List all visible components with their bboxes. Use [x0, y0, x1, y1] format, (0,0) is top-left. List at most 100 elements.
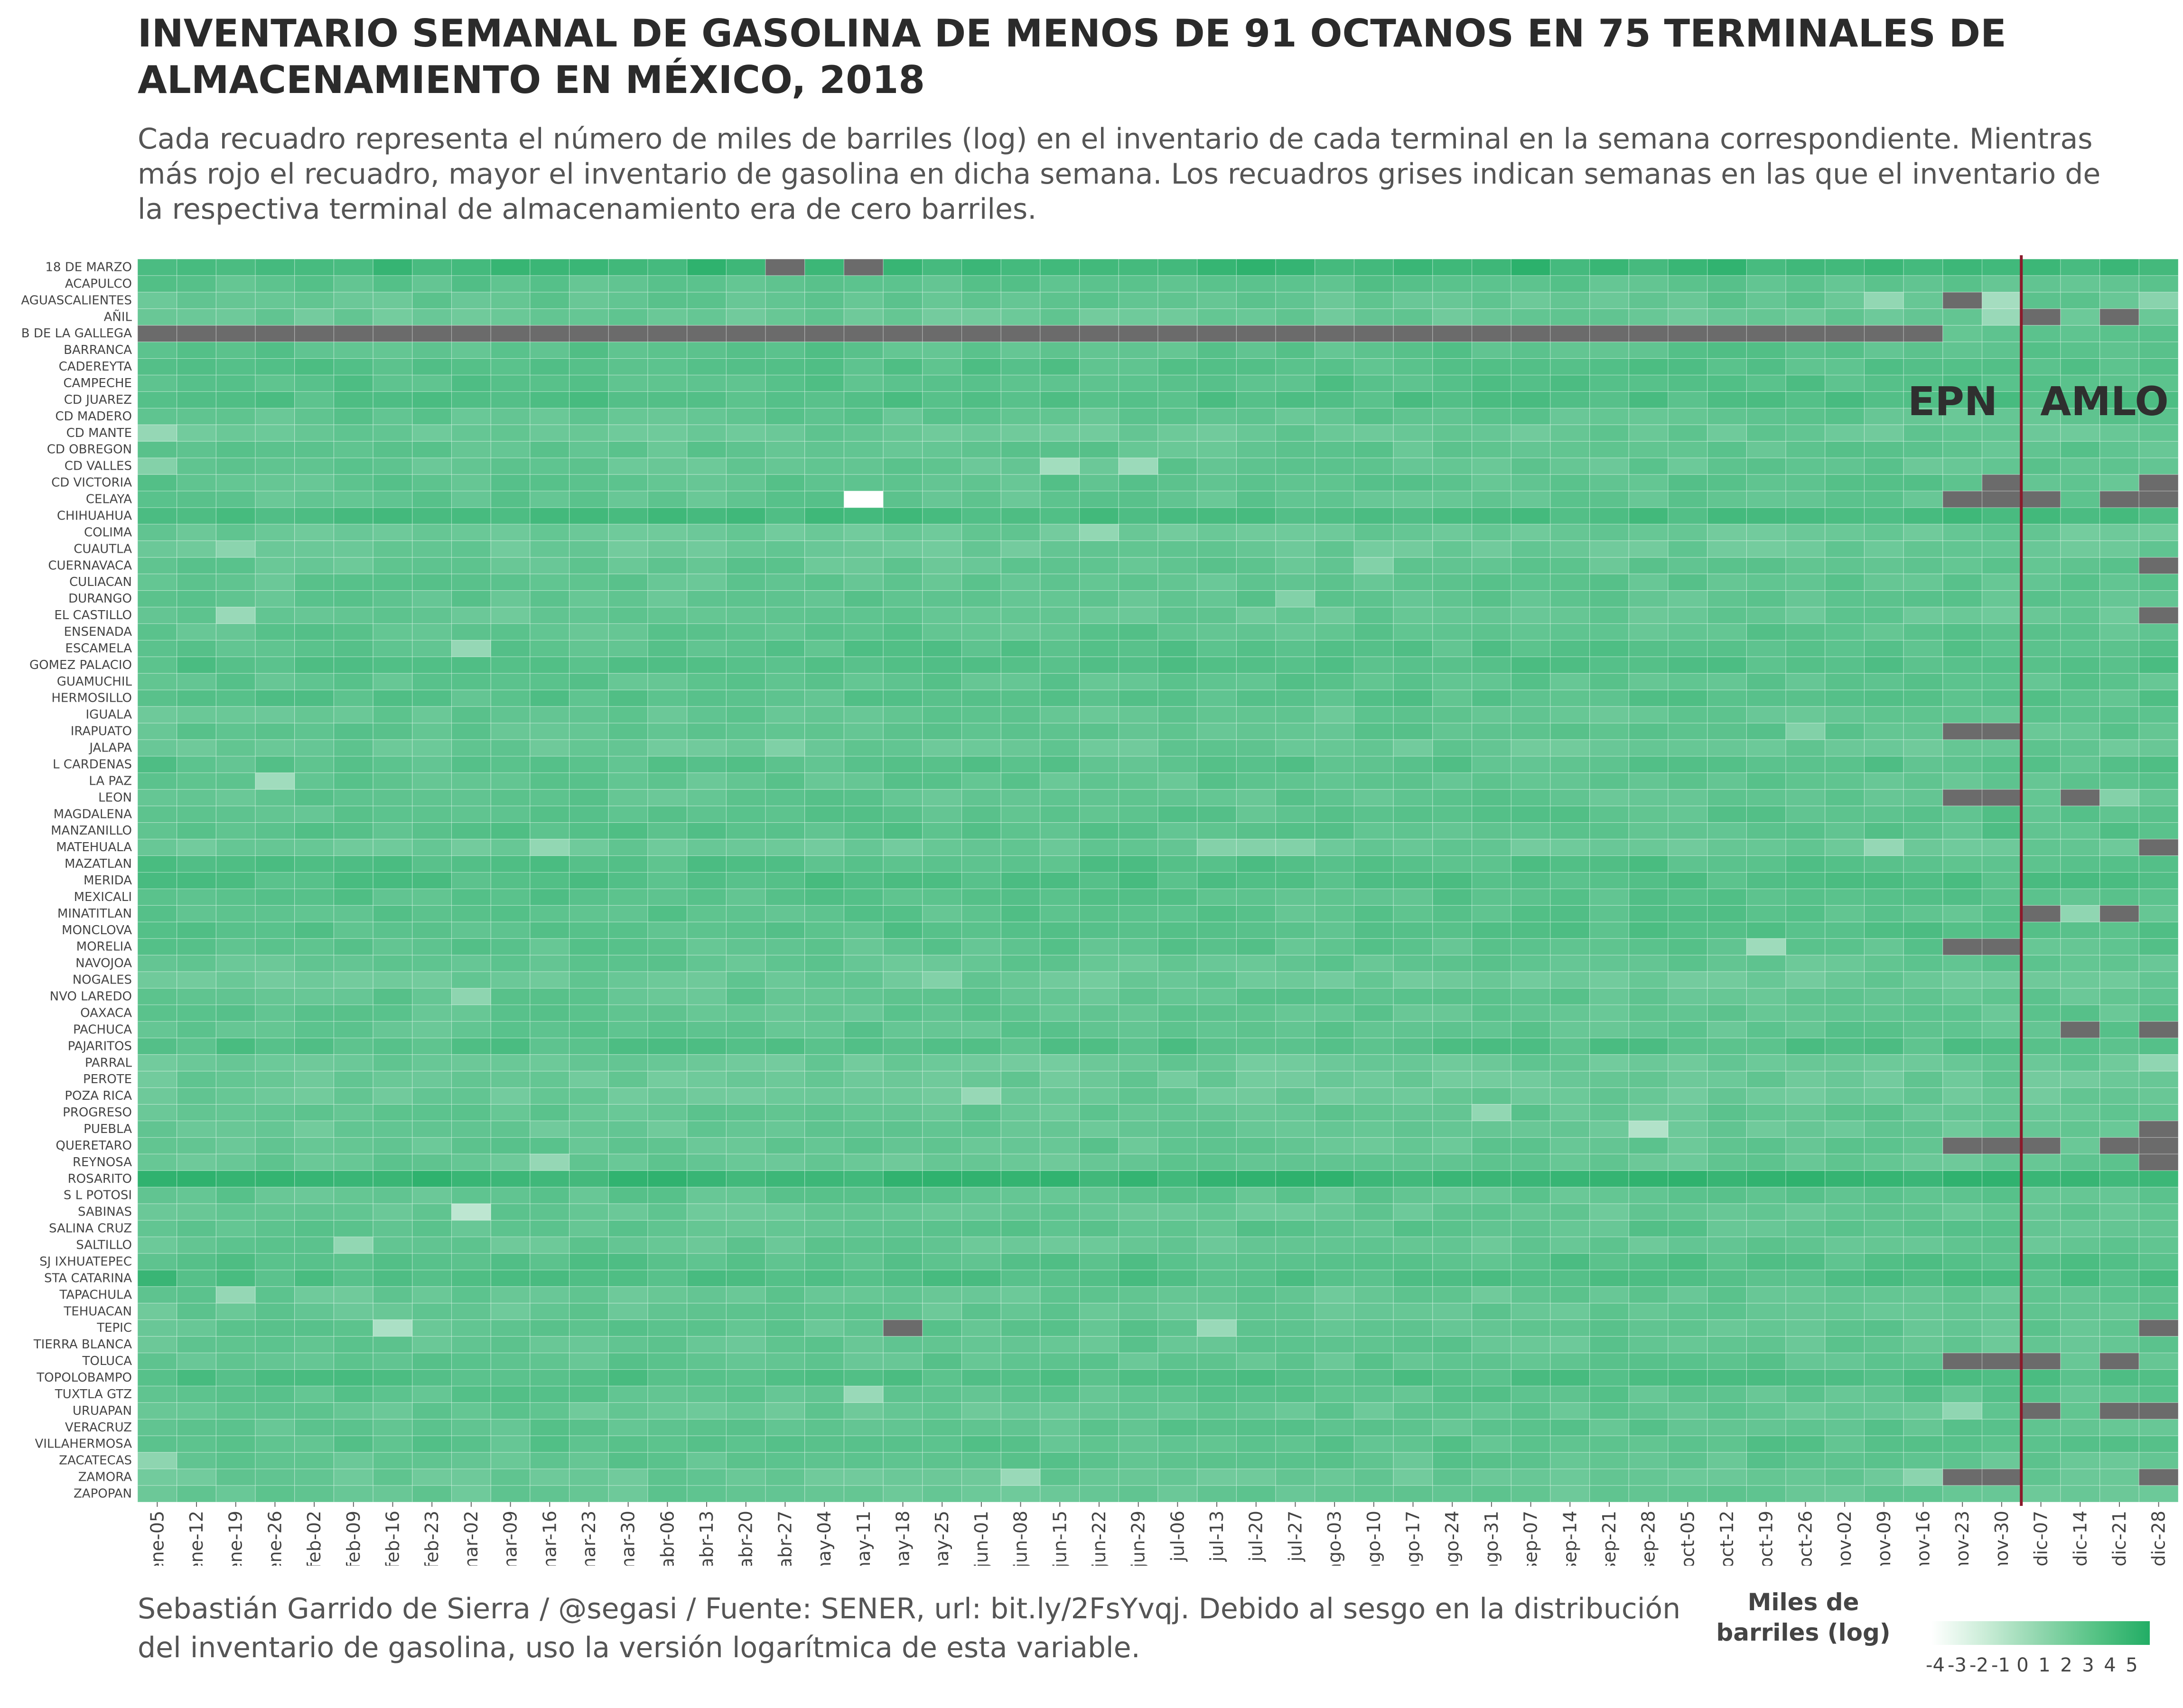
heatmap-cell — [765, 292, 805, 309]
heatmap-cell — [490, 1220, 531, 1237]
heatmap-cell — [1785, 374, 1826, 392]
heatmap-cell — [1707, 789, 1747, 807]
heatmap-cell — [961, 1021, 1001, 1039]
heatmap-cell — [1040, 1385, 1080, 1403]
heatmap-cell — [1000, 308, 1041, 326]
heatmap-cell — [961, 723, 1001, 740]
terminal-label: AÑIL — [104, 309, 132, 324]
heatmap-cell — [1000, 1369, 1041, 1387]
heatmap-cell — [373, 656, 413, 674]
heatmap-cell — [137, 1452, 177, 1469]
heatmap-cell — [687, 1286, 727, 1304]
heatmap-cell — [1550, 1137, 1590, 1154]
heatmap-cell — [2021, 988, 2061, 1005]
heatmap-cell — [608, 623, 648, 641]
heatmap-cell — [1040, 342, 1080, 359]
heatmap-cell — [1746, 1203, 1786, 1221]
heatmap-cell — [922, 839, 962, 856]
heatmap-cell — [333, 1452, 373, 1469]
heatmap-cell — [961, 756, 1001, 773]
heatmap-cell — [255, 1071, 295, 1088]
heatmap-cell — [294, 1485, 335, 1503]
heatmap-cell — [647, 689, 688, 707]
heatmap-cell — [1432, 1270, 1473, 1287]
heatmap-cell — [1942, 988, 1983, 1005]
heatmap-cell — [333, 342, 373, 359]
heatmap-cell — [1707, 938, 1747, 956]
heatmap-cell — [1079, 855, 1119, 873]
heatmap-cell — [765, 424, 805, 442]
terminal-label: DURANGO — [68, 592, 132, 606]
heatmap-cell — [412, 308, 452, 326]
heatmap-cell — [333, 391, 373, 409]
heatmap-cell — [726, 1336, 766, 1354]
heatmap-cell — [804, 640, 845, 658]
heatmap-cell — [451, 723, 491, 740]
heatmap-cell — [1825, 308, 1865, 326]
heatmap-cell — [1707, 1137, 1747, 1154]
heatmap-cell — [2060, 1468, 2100, 1486]
heatmap-cell — [1825, 656, 1865, 674]
heatmap-cell — [373, 1353, 413, 1370]
heatmap-cell — [1550, 623, 1590, 641]
heatmap-cell — [1628, 806, 1669, 823]
heatmap-cell — [726, 806, 766, 823]
heatmap-cell — [569, 1353, 609, 1370]
week-label: feb-23 — [421, 1511, 442, 1566]
heatmap-cell — [2021, 1104, 2061, 1122]
heatmap-cell — [255, 1203, 295, 1221]
heatmap-cell — [922, 574, 962, 591]
heatmap-cell — [1511, 1071, 1551, 1088]
heatmap-cell — [1864, 1485, 1904, 1503]
heatmap-cell — [1353, 1236, 1394, 1254]
heatmap-cell — [255, 872, 295, 890]
heatmap-cell — [1864, 673, 1904, 690]
heatmap-cell — [726, 524, 766, 541]
heatmap-cell — [647, 1236, 688, 1254]
heatmap-cell — [2021, 855, 2061, 873]
heatmap-cell — [883, 623, 923, 641]
heatmap-cell — [333, 689, 373, 707]
heatmap-cell — [1353, 408, 1394, 425]
heatmap-cell — [569, 1319, 609, 1337]
heatmap-cell — [1746, 325, 1786, 343]
heatmap-cell — [765, 921, 805, 939]
heatmap-cell — [883, 1170, 923, 1188]
heatmap-cell — [1197, 1153, 1237, 1171]
heatmap-cells — [137, 259, 2179, 1503]
heatmap-cell — [2060, 1087, 2100, 1105]
heatmap-cell — [1393, 1054, 1433, 1072]
heatmap-cell — [1471, 308, 1511, 326]
heatmap-cell — [1000, 292, 1041, 309]
heatmap-cell — [2138, 1071, 2179, 1088]
heatmap-cell — [2099, 606, 2139, 624]
heatmap-cell — [137, 1402, 177, 1420]
heatmap-cell — [1628, 259, 1669, 276]
heatmap-cell — [1079, 938, 1119, 956]
heatmap-cell — [765, 474, 805, 492]
heatmap-cell — [2138, 292, 2179, 309]
heatmap-cell — [2060, 1419, 2100, 1436]
heatmap-cell — [843, 1319, 884, 1337]
heatmap-cell — [412, 1253, 452, 1271]
heatmap-cell — [1942, 308, 1983, 326]
heatmap-cell — [1275, 1203, 1315, 1221]
heatmap-cell — [215, 491, 256, 508]
heatmap-cell — [1511, 1220, 1551, 1237]
heatmap-cell — [1236, 259, 1276, 276]
heatmap-cell — [137, 806, 177, 823]
heatmap-cell — [1981, 1319, 2022, 1337]
heatmap-cell — [530, 1104, 570, 1122]
heatmap-cell — [1432, 689, 1473, 707]
heatmap-cell — [2138, 259, 2179, 276]
heatmap-cell — [1197, 507, 1237, 525]
heatmap-cell — [1707, 1038, 1747, 1055]
heatmap-cell — [1197, 1087, 1237, 1105]
heatmap-cell — [961, 955, 1001, 972]
heatmap-cell — [255, 1353, 295, 1370]
heatmap-cell — [804, 590, 845, 608]
heatmap-cell — [2138, 474, 2179, 492]
heatmap-cell — [1981, 756, 2022, 773]
heatmap-cell — [1864, 905, 1904, 922]
heatmap-cell — [1353, 507, 1394, 525]
